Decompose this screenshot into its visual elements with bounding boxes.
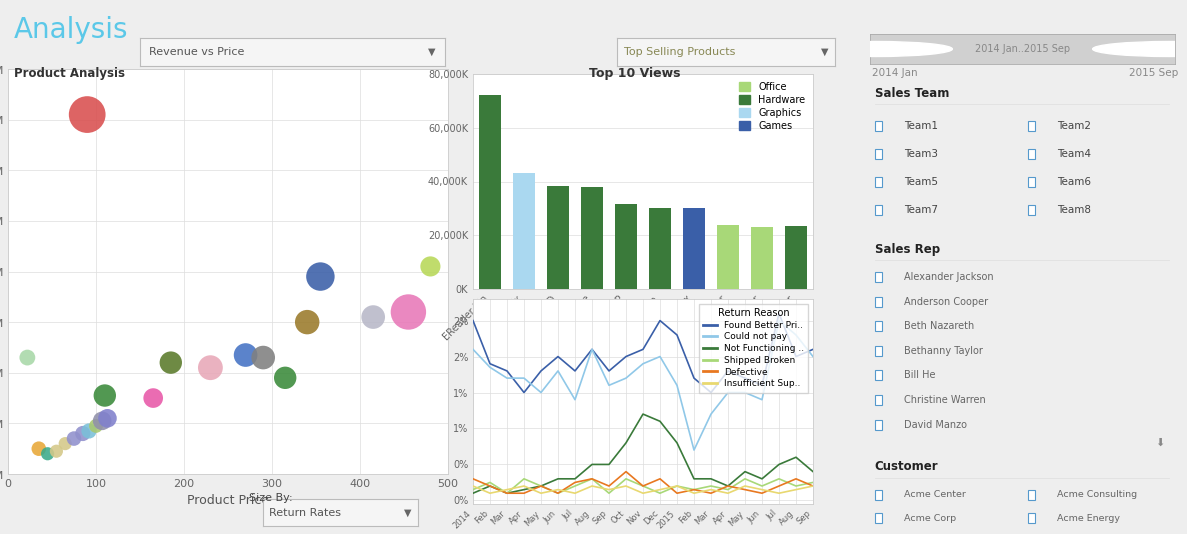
Text: Top 10 Views: Top 10 Views	[589, 67, 681, 80]
Text: Acme Center: Acme Center	[903, 490, 965, 499]
Bar	[751, 226, 773, 289]
Text: Team6: Team6	[1058, 177, 1091, 187]
Text: Return Rates: Return Rates	[269, 507, 341, 517]
Bar	[1028, 121, 1035, 131]
Text: Size By:: Size By:	[249, 493, 293, 502]
Bar	[513, 174, 535, 289]
Text: Team3: Team3	[903, 149, 938, 159]
Point	[30, 444, 49, 453]
Point	[18, 354, 37, 362]
Bar	[1028, 490, 1035, 500]
Text: ▼: ▼	[429, 47, 436, 57]
Text: ▼: ▼	[821, 47, 829, 57]
Text: Anderson Cooper: Anderson Cooper	[903, 297, 988, 307]
Point	[47, 447, 66, 456]
Bar	[875, 321, 882, 331]
Text: Alexander Jackson: Alexander Jackson	[903, 272, 994, 282]
Point	[201, 364, 220, 372]
Bar	[1028, 205, 1035, 215]
Bar	[1028, 149, 1035, 159]
Text: Sales Team: Sales Team	[875, 87, 950, 100]
Point	[161, 358, 180, 367]
Bar	[875, 177, 882, 187]
Bar	[875, 371, 882, 380]
Bar	[717, 224, 740, 289]
Text: Acme Energy: Acme Energy	[1058, 514, 1121, 523]
X-axis label: Product: Product	[622, 358, 665, 368]
Circle shape	[800, 42, 952, 57]
Bar	[875, 513, 882, 523]
Point	[77, 111, 96, 119]
Text: ⬇: ⬇	[1155, 437, 1164, 447]
Point	[399, 308, 418, 316]
Bar	[615, 205, 637, 289]
Point	[93, 417, 112, 425]
Bar	[875, 149, 882, 159]
Point	[254, 354, 273, 362]
Text: David Manzo: David Manzo	[903, 420, 966, 429]
Point	[236, 351, 255, 359]
Text: Team4: Team4	[1058, 149, 1091, 159]
Bar	[875, 490, 882, 500]
Text: Team5: Team5	[903, 177, 938, 187]
Bar	[875, 420, 882, 429]
Point	[311, 272, 330, 281]
Text: 2014 Jan: 2014 Jan	[872, 68, 918, 78]
Bar	[875, 297, 882, 307]
Text: 2015 Sep: 2015 Sep	[1130, 68, 1179, 78]
Point	[87, 422, 106, 430]
Text: Product Analysis: Product Analysis	[14, 67, 126, 80]
Point	[38, 450, 57, 458]
Point	[80, 427, 99, 435]
Bar	[875, 121, 882, 131]
Text: Team2: Team2	[1058, 121, 1091, 131]
Text: Acme Consulting: Acme Consulting	[1058, 490, 1137, 499]
Bar	[683, 208, 705, 289]
Text: ▼: ▼	[405, 507, 412, 517]
Point	[298, 318, 317, 326]
Text: Christine Warren: Christine Warren	[903, 395, 985, 405]
Text: Team7: Team7	[903, 205, 938, 215]
Text: Sales Rep: Sales Rep	[875, 243, 940, 256]
Point	[74, 429, 93, 438]
Bar	[1028, 513, 1035, 523]
Bar	[875, 395, 882, 405]
Circle shape	[1093, 42, 1187, 57]
Point	[99, 414, 118, 422]
Text: Acme Corp: Acme Corp	[903, 514, 956, 523]
Point	[56, 439, 75, 448]
Text: Bethanny Taylor: Bethanny Taylor	[903, 346, 983, 356]
Text: Beth Nazareth: Beth Nazareth	[903, 321, 973, 331]
Bar	[875, 272, 882, 282]
Legend: Office, Hardware, Graphics, Games: Office, Hardware, Graphics, Games	[736, 79, 808, 134]
Bar	[580, 187, 603, 289]
Point	[275, 374, 294, 382]
X-axis label: Product Price: Product Price	[186, 494, 269, 507]
Text: Revenue vs Price: Revenue vs Price	[150, 47, 245, 57]
Bar	[547, 185, 569, 289]
Text: Customer: Customer	[875, 460, 939, 474]
Point	[421, 262, 440, 271]
Text: Bill He: Bill He	[903, 371, 935, 380]
Bar	[875, 205, 882, 215]
Point	[144, 394, 163, 402]
Text: Analysis: Analysis	[14, 16, 128, 44]
Bar	[649, 208, 671, 289]
Text: 2014 Jan..2015 Sep: 2014 Jan..2015 Sep	[975, 44, 1069, 54]
Point	[95, 391, 114, 400]
Legend: Found Better Pri.., Could not pay, Not Functioning .., Shipped Broken, Defective: Found Better Pri.., Could not pay, Not F…	[699, 303, 808, 393]
Text: Team8: Team8	[1058, 205, 1091, 215]
Bar	[875, 346, 882, 356]
Bar	[1028, 177, 1035, 187]
Text: Team1: Team1	[903, 121, 938, 131]
Point	[64, 434, 83, 443]
Bar	[478, 96, 501, 289]
Point	[363, 313, 382, 321]
Text: Top Selling Products: Top Selling Products	[623, 47, 735, 57]
Bar	[785, 226, 807, 289]
